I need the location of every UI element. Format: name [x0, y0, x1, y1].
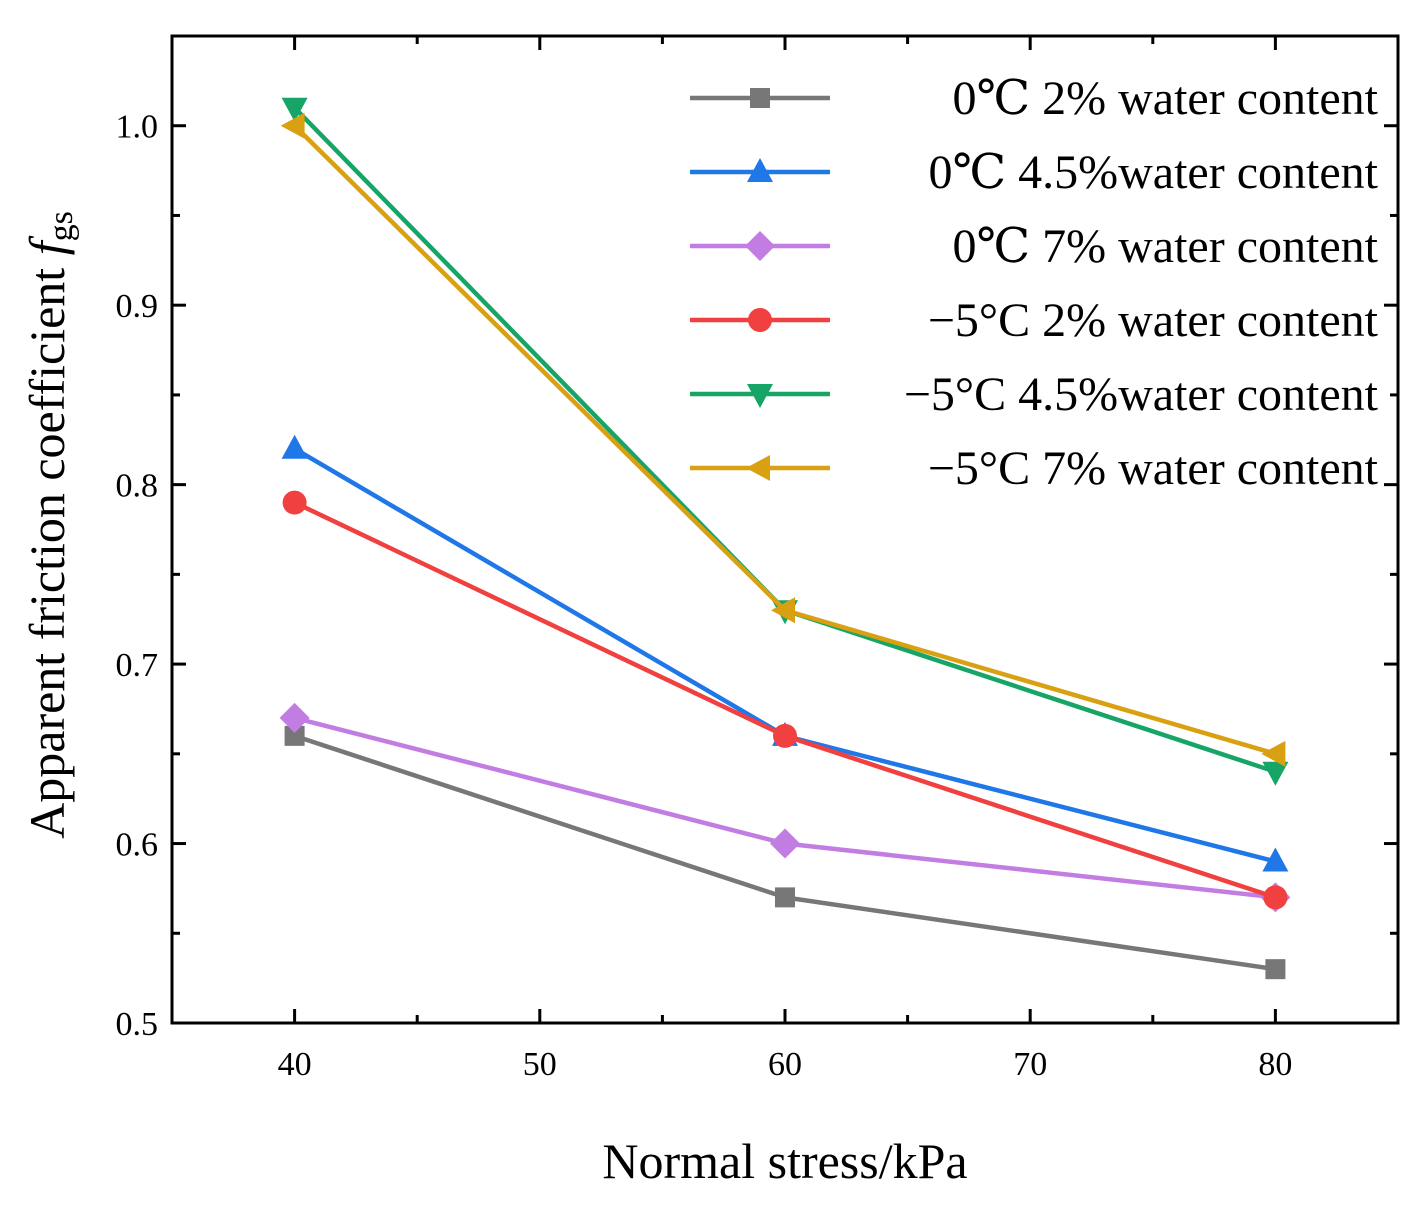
legend-marker	[747, 384, 773, 408]
legend-item: −5°C 4.5%water content	[690, 368, 1379, 421]
series-1	[284, 725, 1286, 980]
series-line	[293, 446, 1276, 864]
y-tick-label: 1.0	[116, 109, 159, 146]
y-axis-title-text: Apparent friction coefficient	[19, 255, 75, 839]
x-tick-label: 70	[1013, 1046, 1047, 1083]
legend-label: −5°C 4.5%water content	[904, 368, 1379, 421]
legend-item: −5°C 2% water content	[690, 294, 1379, 347]
legend-label: −5°C 7% water content	[928, 442, 1379, 495]
legend-item: 0℃ 2% water content	[690, 72, 1379, 125]
y-tick-label: 0.8	[116, 468, 159, 505]
data-point	[1263, 885, 1288, 910]
legend-item: 0℃ 7% water content	[690, 220, 1379, 273]
y-axis-title-subscript: gs	[43, 211, 80, 241]
data-point	[770, 828, 800, 859]
x-tick-label: 80	[1258, 1046, 1292, 1083]
data-point	[280, 112, 305, 139]
x-axis-title: Normal stress/kPa	[602, 1133, 967, 1189]
data-point	[282, 490, 307, 515]
y-tick-label: 0.5	[116, 1006, 159, 1043]
legend: 0℃ 2% water content 0℃ 4.5%water content 0…	[690, 72, 1379, 495]
series-layer	[279, 97, 1291, 980]
data-point	[773, 723, 797, 748]
legend-marker	[747, 158, 773, 182]
legend-marker	[746, 455, 770, 481]
x-tick-label: 60	[768, 1046, 802, 1083]
data-point	[1265, 959, 1286, 980]
data-point	[1262, 847, 1289, 872]
series-6	[280, 112, 1286, 767]
series-2	[281, 434, 1289, 872]
data-point	[279, 702, 310, 733]
data-point	[281, 434, 308, 459]
data-point	[281, 97, 308, 122]
legend-marker	[745, 231, 775, 261]
y-tick-label: 0.6	[116, 827, 159, 864]
legend-label: −5°C 2% water content	[928, 294, 1379, 347]
legend-item: 0℃ 4.5%water content	[690, 146, 1379, 199]
data-point	[284, 725, 305, 746]
x-tick-label: 50	[523, 1046, 557, 1083]
data-point	[775, 887, 795, 908]
legend-label: 0℃ 7% water content	[952, 220, 1378, 273]
data-point	[1261, 740, 1286, 767]
y-axis-title: Apparent friction coefficient fgs	[19, 211, 80, 839]
legend-label: 0℃ 4.5%water content	[928, 146, 1378, 199]
series-4	[282, 490, 1288, 910]
legend-item: −5°C 7% water content	[690, 442, 1379, 495]
axis-ticks: 40 50 60 70 80 0.5 0.6 0.7 0.8 0.9 1.0	[116, 34, 1398, 1083]
series-line	[292, 106, 1277, 774]
plot-frame	[170, 34, 1400, 1025]
x-tick-label: 40	[278, 1046, 312, 1083]
data-point	[771, 597, 795, 624]
legend-marker	[750, 88, 770, 108]
legend-marker	[748, 308, 772, 332]
y-tick-label: 0.7	[116, 647, 159, 684]
data-point	[1262, 761, 1289, 786]
legend-label: 0℃ 2% water content	[952, 72, 1378, 125]
y-tick-label: 0.9	[116, 288, 159, 325]
